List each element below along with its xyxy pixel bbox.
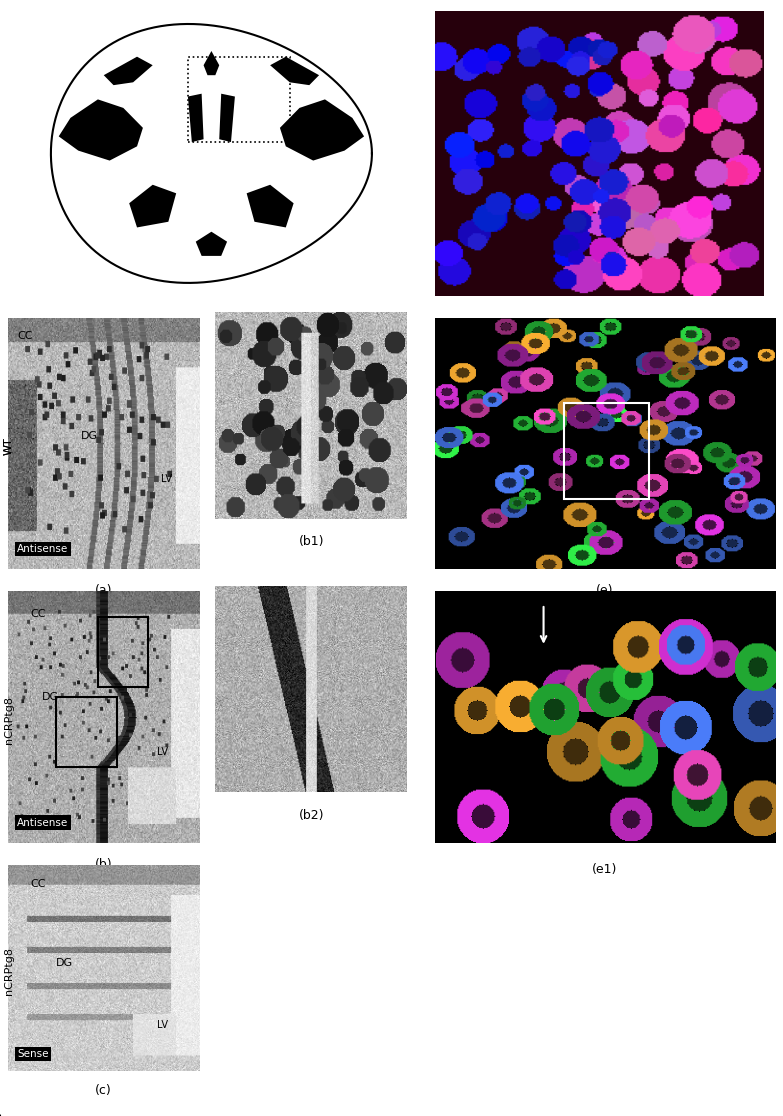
Text: DG: DG [56, 958, 73, 968]
Polygon shape [59, 99, 143, 161]
Text: LV: LV [157, 748, 168, 757]
Text: nCRPtg8: nCRPtg8 [4, 695, 14, 744]
Text: (b2): (b2) [298, 809, 324, 821]
Text: LV: LV [161, 473, 172, 483]
Text: CC: CC [31, 609, 46, 619]
Polygon shape [196, 232, 227, 256]
Bar [564, 403, 649, 499]
Text: DG: DG [81, 431, 98, 441]
Polygon shape [204, 51, 219, 75]
Text: (e): (e) [596, 585, 614, 597]
Polygon shape [219, 94, 235, 142]
Text: DG: DG [42, 692, 60, 702]
Text: nCRPtg8: nCRPtg8 [4, 946, 14, 995]
Text: (b1): (b1) [298, 536, 324, 548]
Text: (d): (d) [590, 318, 608, 331]
Polygon shape [129, 185, 176, 228]
Bar [56, 696, 117, 768]
Polygon shape [270, 57, 319, 85]
Polygon shape [188, 94, 204, 142]
Bar [98, 616, 148, 687]
Text: Antisense: Antisense [17, 818, 69, 828]
Text: WT: WT [4, 437, 14, 455]
Text: Sense: Sense [17, 1049, 49, 1059]
Text: (c): (c) [96, 1084, 112, 1097]
Text: CC: CC [31, 879, 46, 889]
Text: (b): (b) [95, 857, 113, 870]
Polygon shape [280, 99, 364, 161]
Bar [188, 57, 290, 142]
Polygon shape [247, 185, 294, 228]
Text: (a): (a) [95, 585, 113, 597]
Text: CC: CC [17, 330, 33, 340]
Text: (e1): (e1) [592, 863, 618, 876]
Text: Antisense: Antisense [17, 545, 69, 554]
Text: WT: WT [4, 437, 14, 455]
Polygon shape [103, 57, 153, 85]
Text: LV: LV [157, 1020, 168, 1030]
